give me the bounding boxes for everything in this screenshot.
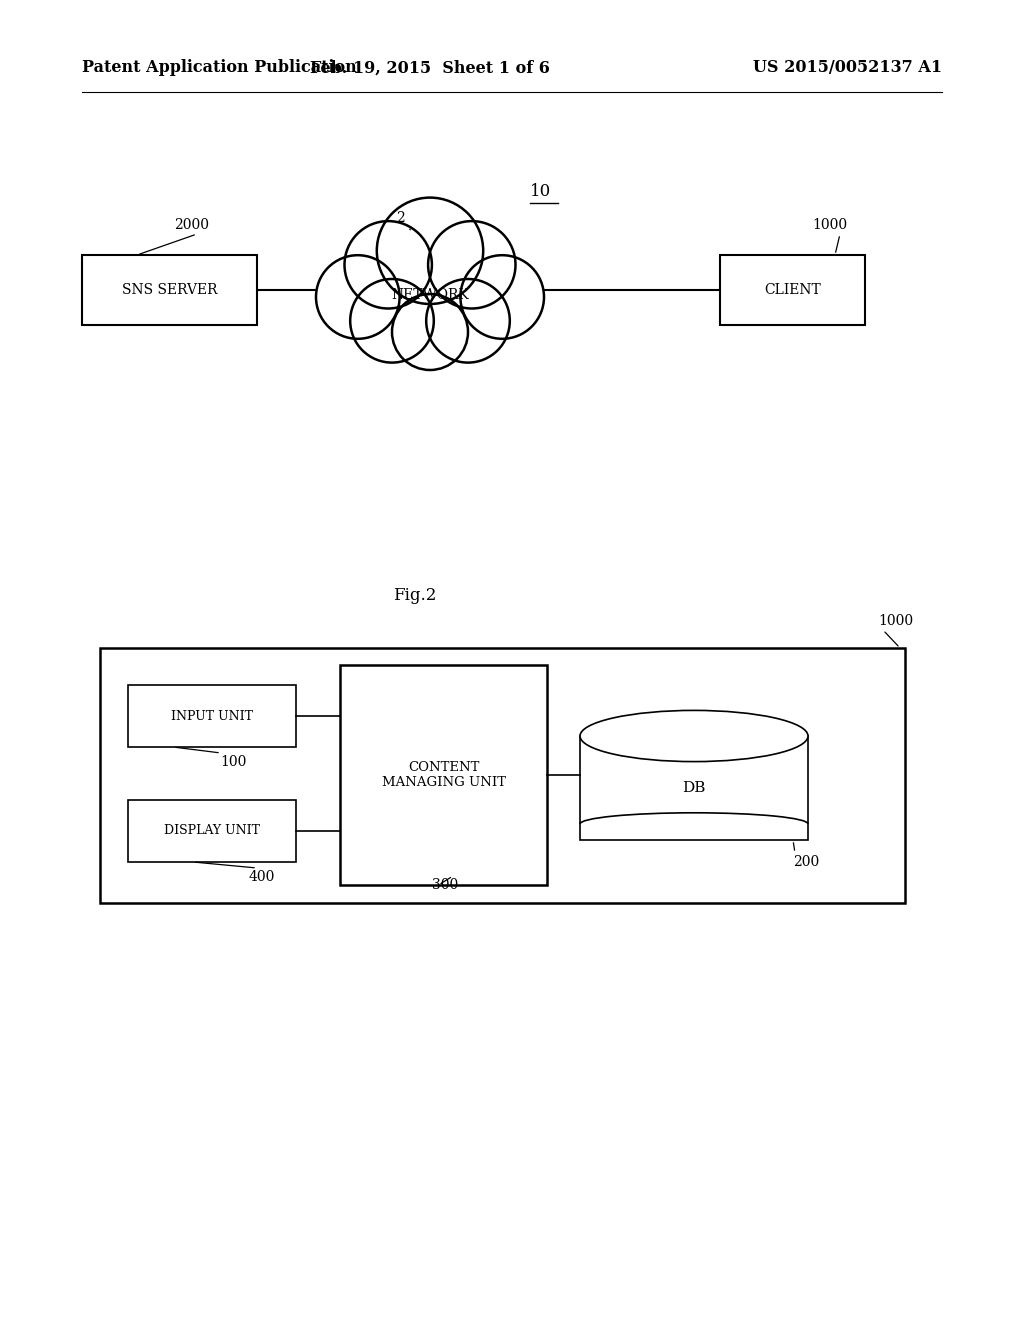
Ellipse shape (580, 710, 808, 762)
Text: NETWORK: NETWORK (391, 288, 469, 302)
Text: 2: 2 (395, 211, 404, 224)
Text: 100: 100 (220, 755, 246, 770)
Circle shape (350, 210, 510, 370)
Text: 1000: 1000 (812, 218, 848, 232)
Bar (82, 255, 257, 325)
Circle shape (377, 198, 483, 304)
Text: Patent Application Publication: Patent Application Publication (82, 59, 356, 77)
Text: DISPLAY UNIT: DISPLAY UNIT (164, 825, 260, 837)
Text: 2000: 2000 (174, 218, 210, 232)
Bar (128, 800, 296, 862)
Text: 10: 10 (530, 183, 551, 201)
Text: Fig.2: Fig.2 (393, 587, 436, 605)
Text: 400: 400 (249, 870, 275, 884)
Bar (128, 685, 296, 747)
Circle shape (428, 220, 515, 309)
Circle shape (350, 279, 434, 363)
Circle shape (344, 220, 432, 309)
Circle shape (392, 294, 468, 370)
Text: INPUT UNIT: INPUT UNIT (171, 710, 253, 722)
Circle shape (426, 279, 510, 363)
Text: 1000: 1000 (878, 614, 913, 628)
Text: 300: 300 (432, 878, 458, 892)
Text: 200: 200 (793, 855, 819, 869)
Circle shape (316, 255, 399, 339)
Circle shape (461, 255, 544, 339)
Bar (340, 665, 547, 884)
Bar (720, 255, 865, 325)
Text: US 2015/0052137 A1: US 2015/0052137 A1 (753, 59, 942, 77)
Text: SNS SERVER: SNS SERVER (122, 282, 217, 297)
Text: CLIENT: CLIENT (764, 282, 821, 297)
Text: DB: DB (682, 781, 706, 795)
Bar (100, 648, 905, 903)
Text: Feb. 19, 2015  Sheet 1 of 6: Feb. 19, 2015 Sheet 1 of 6 (310, 59, 550, 77)
Bar (580, 737, 808, 840)
Text: CONTENT
MANAGING UNIT: CONTENT MANAGING UNIT (382, 762, 506, 789)
